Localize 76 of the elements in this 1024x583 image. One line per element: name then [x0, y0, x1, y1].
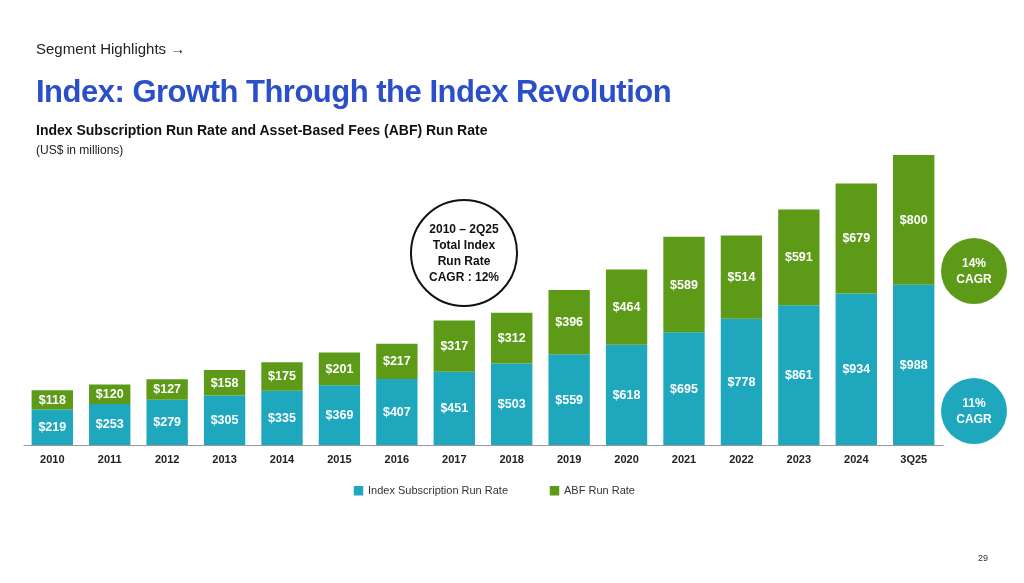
- x-tick-label: 2023: [786, 452, 812, 465]
- text: Segment Highlights →: [36, 40, 186, 57]
- data-label: $591: [784, 250, 813, 265]
- x-tick-label: 2021: [671, 452, 697, 465]
- x-tick-label: 2010: [40, 452, 65, 465]
- annotation: (US$ in millions): [36, 143, 124, 157]
- bar: [605, 344, 648, 445]
- text: 29: [978, 553, 989, 563]
- data-label: $219: [38, 420, 67, 435]
- data-label: $369: [325, 408, 354, 423]
- chart-subtitle: Index Subscription Run Rate and Asset-Based Fees (ABF) Run Rate: [36, 122, 488, 138]
- data-label: $589: [670, 277, 698, 292]
- data-label: $120: [95, 387, 124, 402]
- data-label: $335: [268, 410, 296, 425]
- bar: [376, 378, 418, 445]
- data-label: $559: [555, 392, 584, 407]
- data-label: $695: [670, 381, 698, 396]
- data-label: $158: [210, 375, 239, 390]
- data-label: $407: [382, 404, 411, 419]
- data-label: $317: [440, 339, 469, 354]
- data-label: $396: [555, 315, 584, 330]
- bar: [491, 363, 533, 445]
- x-tick-label: 2011: [97, 452, 122, 465]
- data-label: $201: [325, 361, 354, 376]
- bar: [548, 354, 590, 445]
- data-label: $514: [727, 270, 756, 285]
- data-label: $800: [899, 212, 928, 227]
- data-label: $253: [95, 417, 124, 432]
- bar: [720, 235, 763, 319]
- x-tick-label: 3Q25: [900, 452, 928, 465]
- legend-label: Index Subscription Run Rate: [368, 483, 509, 496]
- x-tick-label: 2014: [269, 452, 296, 465]
- bar: [778, 209, 820, 306]
- data-label: $451: [440, 401, 469, 416]
- x-tick-label: 2018: [499, 452, 524, 465]
- x-tick-label: 2013: [212, 452, 237, 465]
- data-label: $217: [382, 354, 411, 369]
- bar: [663, 236, 705, 333]
- bar: [146, 399, 188, 445]
- legend-label: ABF Run Rate: [564, 483, 635, 496]
- bar: [433, 320, 475, 372]
- bar: [720, 318, 763, 445]
- data-label: $464: [612, 300, 641, 315]
- data-label: $778: [727, 374, 756, 389]
- bar: [893, 155, 935, 285]
- x-tick-label: 2017: [442, 452, 467, 465]
- bar: [835, 293, 877, 445]
- data-label: $618: [612, 387, 641, 402]
- data-label: $861: [784, 368, 813, 383]
- bar: [778, 305, 820, 445]
- x-tick-label: 2019: [556, 452, 582, 465]
- data-label: $503: [497, 397, 526, 412]
- bar: [893, 284, 935, 445]
- data-label: $305: [210, 413, 239, 428]
- x-tick-label: 2016: [384, 452, 410, 465]
- data-label: $127: [153, 382, 182, 397]
- data-label: $118: [38, 392, 66, 407]
- x-tick-label: 2015: [327, 452, 352, 465]
- bar: [605, 269, 648, 345]
- data-label: $279: [153, 415, 182, 430]
- bar: [835, 183, 877, 294]
- bar: [548, 290, 590, 355]
- data-label: $934: [842, 362, 871, 377]
- bar: [433, 371, 475, 445]
- data-label: $312: [497, 331, 526, 346]
- x-tick-label: 2022: [729, 452, 754, 465]
- chart-title: Index: Growth Through the Index Revolution: [36, 74, 672, 110]
- data-label: $988: [899, 357, 928, 372]
- data-label: $175: [268, 369, 296, 384]
- x-tick-label: 2024: [844, 452, 870, 465]
- x-tick-label: 2012: [154, 452, 180, 465]
- bar: [261, 390, 303, 445]
- x-tick-label: 2020: [614, 452, 639, 465]
- data-label: $679: [842, 231, 871, 246]
- bar: [663, 332, 705, 445]
- bar: [318, 385, 361, 445]
